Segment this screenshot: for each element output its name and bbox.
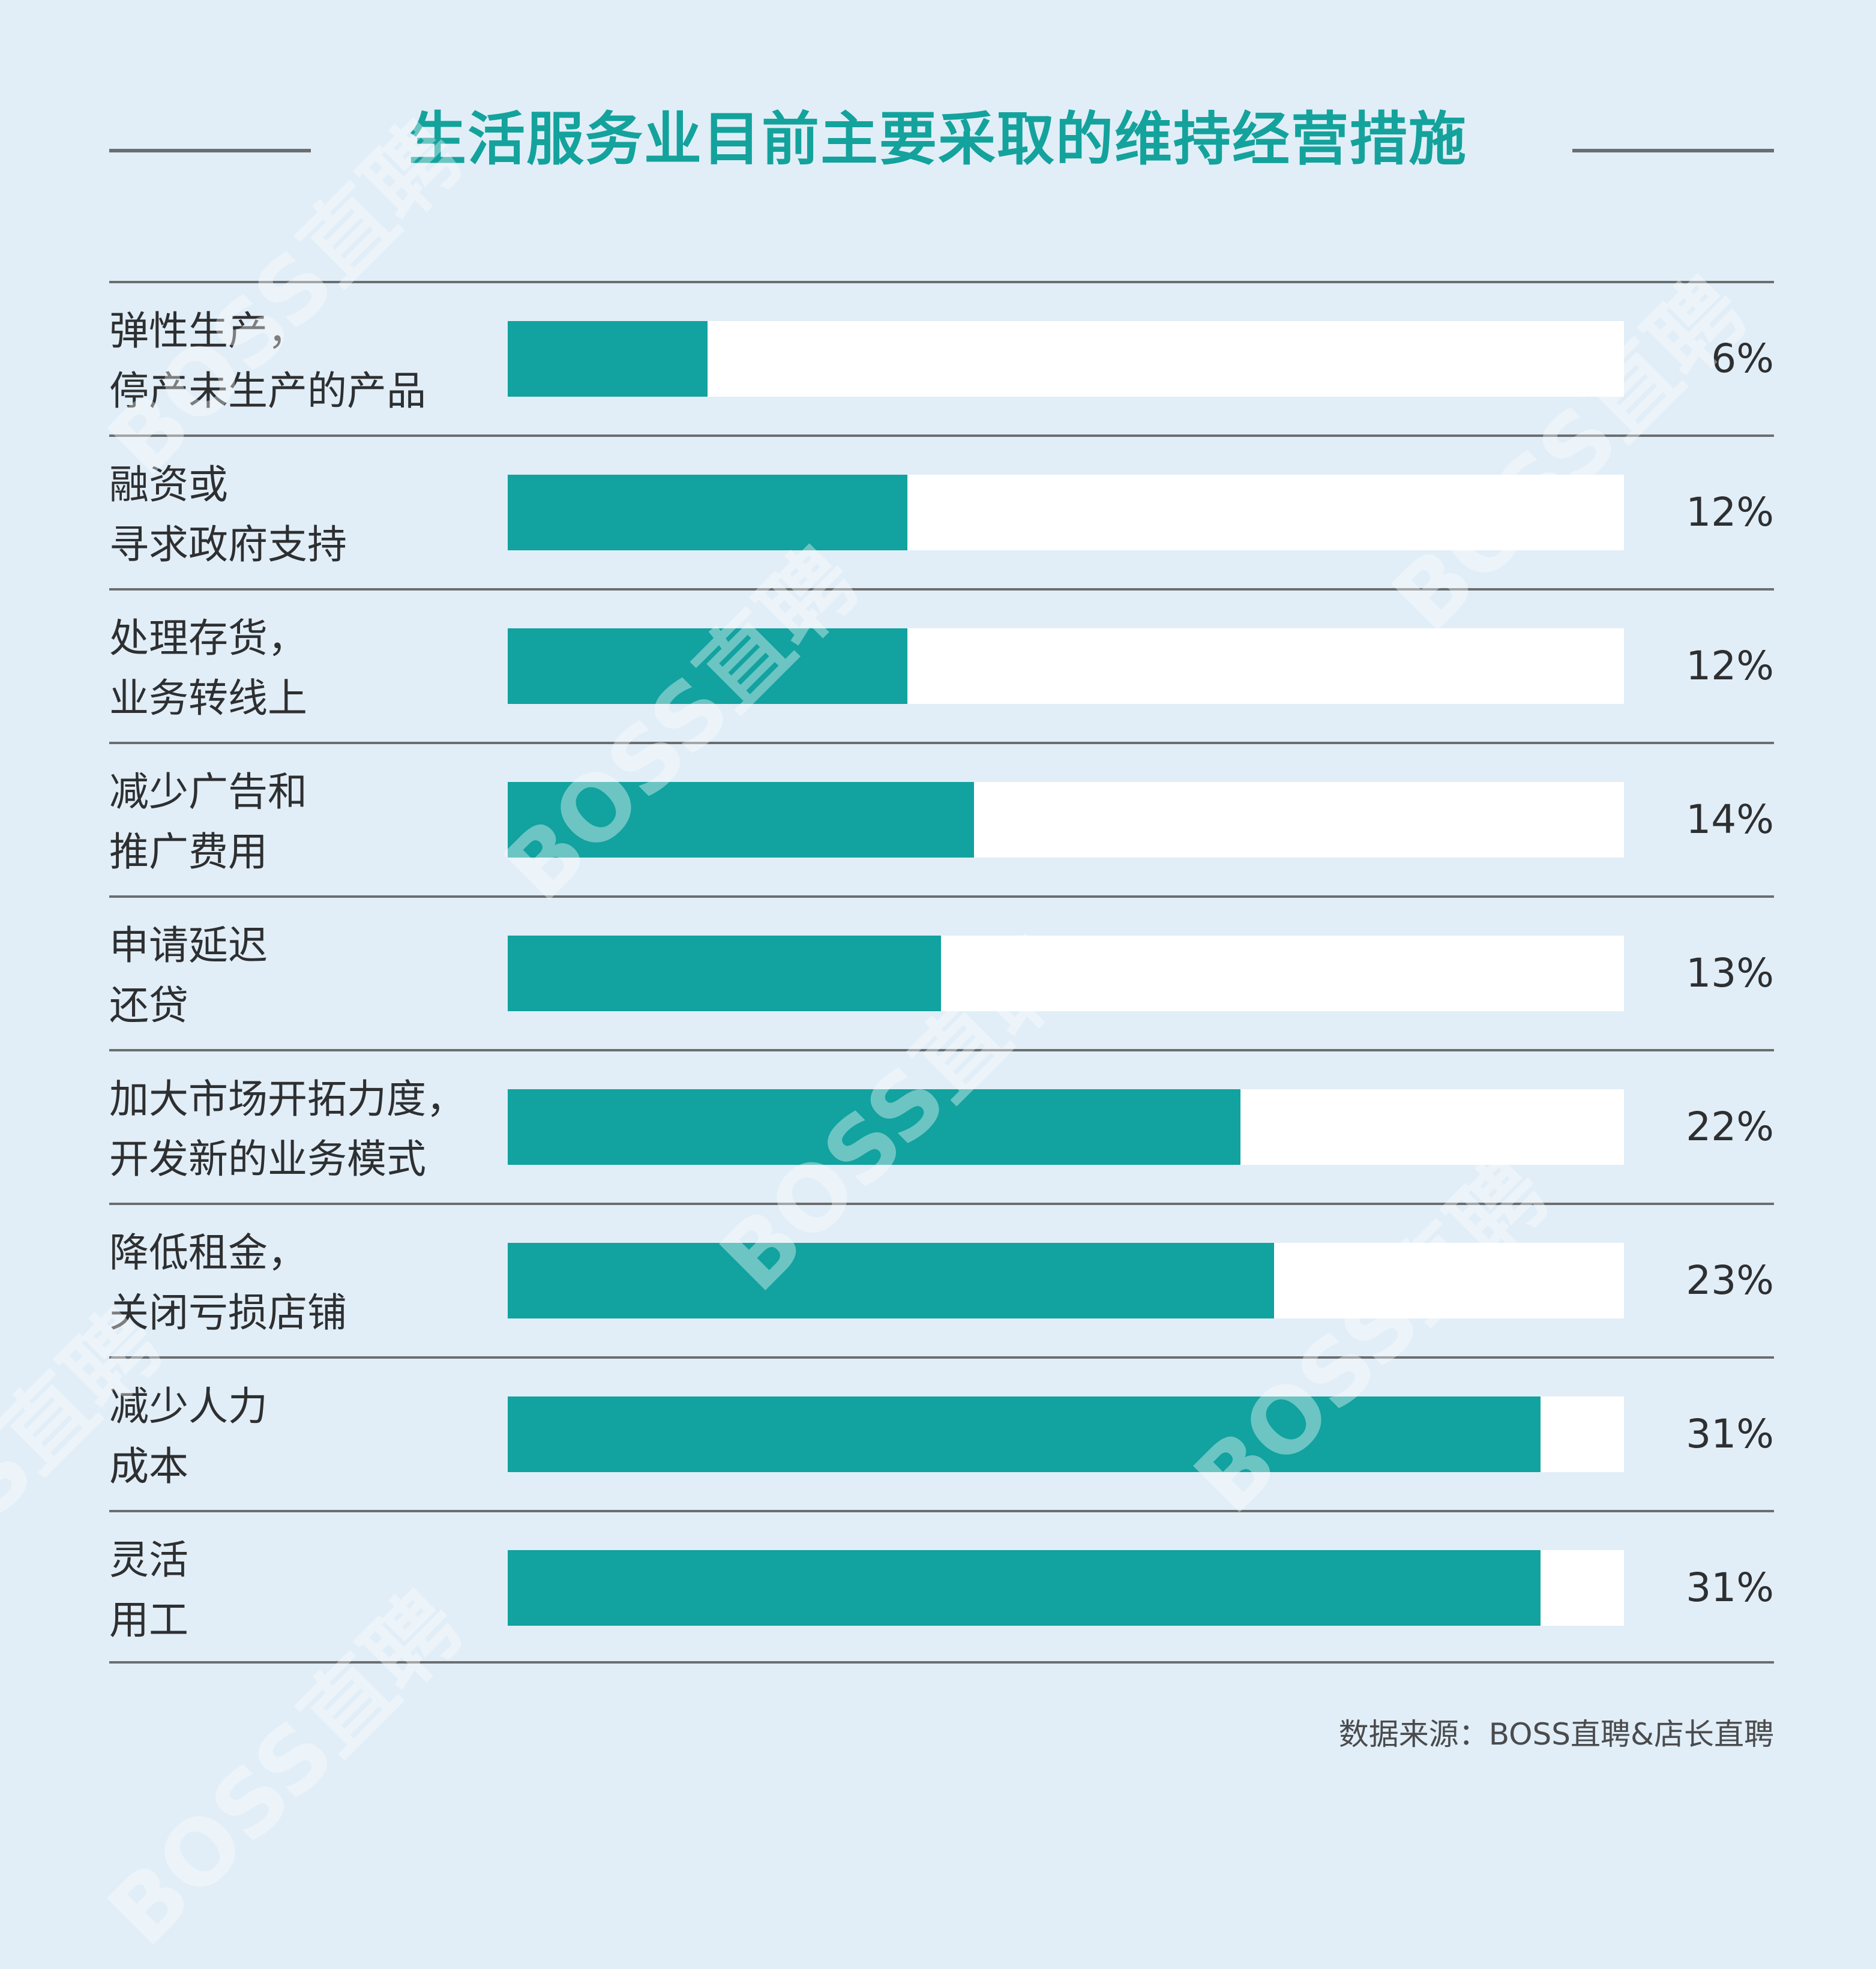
bar-track — [508, 936, 1624, 1011]
category-label: 降低租金， 关闭亏损店铺 — [109, 1223, 505, 1343]
category-label: 融资或 寻求政府支持 — [109, 455, 505, 575]
bar-track — [508, 628, 1624, 704]
category-label-line: 降低租金， — [109, 1230, 307, 1276]
bar — [508, 321, 708, 397]
bar-track — [508, 321, 1624, 397]
value-label: 31% — [1686, 1411, 1774, 1457]
bar — [508, 1396, 1541, 1472]
category-label-line: 关闭亏损店铺 — [109, 1290, 347, 1336]
title-rule-left — [109, 149, 311, 152]
bar-track — [508, 1396, 1624, 1472]
category-label-line: 成本 — [109, 1443, 188, 1490]
bar-row: 融资或寻求政府支持 12% — [109, 434, 1774, 588]
bar-track — [508, 475, 1624, 550]
category-label: 处理存货， 业务转线上 — [109, 609, 505, 729]
bar-row: 减少广告和推广费用 14% — [109, 742, 1774, 895]
bar-row: 灵活用工 31% — [109, 1510, 1774, 1664]
category-label-line: 开发新的业务模式 — [109, 1136, 426, 1182]
bar-row: 减少人力成本 31% — [109, 1356, 1774, 1510]
value-label: 13% — [1686, 950, 1774, 996]
category-label: 灵活 用工 — [109, 1530, 505, 1650]
bar — [508, 1243, 1274, 1318]
value-label: 31% — [1686, 1565, 1774, 1611]
title-rule-right — [1572, 149, 1774, 152]
data-source: 数据来源：BOSS直聘&店长直聘 — [1338, 1717, 1774, 1752]
category-label: 弹性生产， 停产未生产的产品 — [109, 301, 505, 421]
bar — [508, 628, 908, 704]
chart-title: 生活服务业目前主要采取的维持经营措施 — [409, 106, 1467, 173]
category-label: 申请延迟 还贷 — [109, 916, 505, 1036]
bar-track — [508, 1243, 1624, 1318]
category-label-line: 还贷 — [109, 982, 188, 1029]
category-label-line: 寻求政府支持 — [109, 522, 347, 568]
category-label-line: 减少广告和 — [109, 769, 307, 815]
category-label-line: 业务转线上 — [109, 675, 307, 721]
bar-row: 申请延迟还贷 13% — [109, 895, 1774, 1049]
bar-row: 加大市场开拓力度， 开发新的业务模式 22% — [109, 1049, 1774, 1203]
category-label: 加大市场开拓力度， 开发新的业务模式 — [109, 1069, 505, 1189]
bar — [508, 1089, 1241, 1165]
category-label-line: 弹性生产， — [109, 308, 307, 354]
category-label-line: 用工 — [109, 1597, 188, 1643]
category-label: 减少人力 成本 — [109, 1377, 505, 1497]
value-label: 23% — [1686, 1257, 1774, 1303]
bar-row: 降低租金， 关闭亏损店铺 23% — [109, 1203, 1774, 1356]
value-label: 12% — [1686, 489, 1774, 535]
value-label: 12% — [1686, 643, 1774, 689]
value-label: 22% — [1686, 1104, 1774, 1150]
bar-track — [508, 782, 1624, 858]
bar — [508, 475, 908, 550]
value-label: 6% — [1711, 335, 1774, 382]
category-label: 减少广告和 推广费用 — [109, 762, 505, 882]
bar — [508, 936, 941, 1011]
bar — [508, 782, 975, 858]
bar — [508, 1550, 1541, 1626]
bar-row: 弹性生产， 停产未生产的产品 6% — [109, 281, 1774, 434]
category-label-line: 停产未生产的产品 — [109, 368, 426, 414]
category-label-line: 处理存货， — [109, 615, 307, 661]
category-label-line: 加大市场开拓力度， — [109, 1076, 466, 1122]
category-label-line: 融资或 — [109, 461, 228, 508]
chart: 生活服务业目前主要采取的维持经营措施 弹性生产， 停产未生产的产品 6% 融资或寻求政… — [0, 103, 1774, 1965]
bar-track — [508, 1089, 1624, 1165]
bar-track — [508, 1550, 1624, 1626]
value-label: 14% — [1686, 796, 1774, 843]
category-label-line: 减少人力 — [109, 1383, 268, 1429]
category-label-line: 推广费用 — [109, 829, 268, 875]
bar-row: 处理存货， 业务转线上 12% — [109, 588, 1774, 742]
category-label-line: 灵活 — [109, 1537, 188, 1583]
category-label-line: 申请延迟 — [109, 922, 268, 969]
